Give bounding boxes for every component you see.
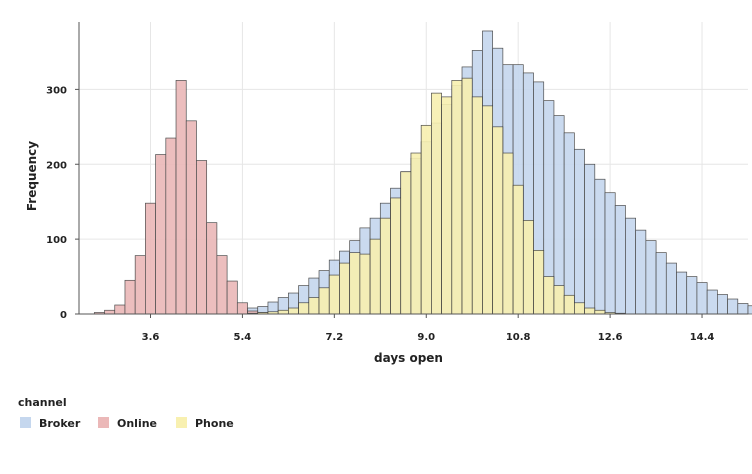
bar-broker [563,132,575,315]
bar-online [165,137,177,315]
bar-phone [288,307,299,315]
y-axis-title: Frequency [25,141,39,211]
legend-swatch-online [98,417,109,428]
bar-broker [614,205,626,315]
bar-broker [574,148,585,315]
bar-phone [277,309,289,315]
bar-broker [655,252,667,315]
bar-broker [625,217,636,315]
bar-broker [727,298,739,315]
bar-phone [339,262,351,315]
legend-swatch-phone [176,417,187,428]
bar-phone [318,287,330,315]
bar-broker [594,178,606,315]
bar-broker [635,229,647,315]
bar-phone [400,171,412,315]
x-tick-label: 7.2 [325,332,343,343]
x-tick-label: 10.8 [506,332,531,343]
bar-phone [390,197,402,315]
bar-phone [298,302,310,315]
bar-phone [533,250,545,315]
bar-phone [492,126,504,315]
bar-phone [349,252,361,315]
legend-swatch-broker [20,417,31,428]
bar-broker [665,262,677,315]
y-tick-label: 0 [60,310,67,321]
bar-phone [379,217,391,315]
histogram-bars [93,30,752,315]
x-tick-label: 14.4 [690,332,715,343]
bar-broker [717,294,728,315]
axes [78,22,748,315]
bar-broker [584,163,596,315]
tick-labels: 3.6 5.4 7.2 9.0 10.8 12.6 14.4 0 100 200 300 [46,85,714,343]
bar-phone [369,238,381,315]
y-tick-label: 100 [46,235,67,246]
bar-phone [553,285,565,315]
bar-online [236,302,248,315]
y-tick-label: 200 [46,160,67,171]
bar-online [114,304,126,315]
y-tick-label: 300 [46,85,67,96]
bar-online [185,120,197,315]
bar-broker [676,271,688,315]
series-online [93,80,269,315]
legend-title: channel [18,396,67,409]
x-tick-label: 9.0 [417,332,435,343]
bar-phone [584,307,596,315]
bar-broker [706,289,718,315]
bar-online [145,202,156,315]
bar-online [155,154,167,315]
x-axis-title: days open [374,351,443,365]
x-tick-label: 5.4 [234,332,252,343]
legend: channel Broker Online Phone [18,396,234,430]
bar-broker [696,282,708,315]
bar-online [226,280,238,315]
legend-label-broker: Broker [39,417,81,430]
bar-broker [747,305,752,315]
bar-online [196,160,208,315]
bar-online [175,80,187,315]
bar-phone [471,96,483,315]
legend-label-online: Online [117,417,157,430]
bar-phone [359,253,371,315]
bar-phone [563,294,575,315]
bar-phone [461,77,473,315]
bar-broker [686,276,698,315]
bar-online [206,222,218,315]
bar-online [104,309,116,315]
bar-online [216,255,228,315]
bar-phone [431,92,442,315]
bar-phone [543,276,555,315]
bar-online [124,279,136,315]
bar-phone [308,297,320,315]
bar-broker [645,240,657,315]
bar-phone [502,152,514,315]
bar-broker [604,192,616,315]
bar-online [134,255,146,315]
bar-phone [512,184,524,315]
bar-phone [482,105,494,315]
legend-label-phone: Phone [195,417,234,430]
bar-phone [451,80,463,315]
x-tick-label: 12.6 [598,332,623,343]
bar-phone [574,302,585,315]
bar-phone [410,152,422,315]
bar-phone [420,124,432,315]
bar-broker [553,115,565,315]
x-tick-label: 3.6 [142,332,160,343]
bar-phone [522,220,534,315]
bar-broker [737,303,749,315]
bar-phone [441,96,453,315]
bar-phone [328,274,340,315]
bar-phone [594,309,606,315]
